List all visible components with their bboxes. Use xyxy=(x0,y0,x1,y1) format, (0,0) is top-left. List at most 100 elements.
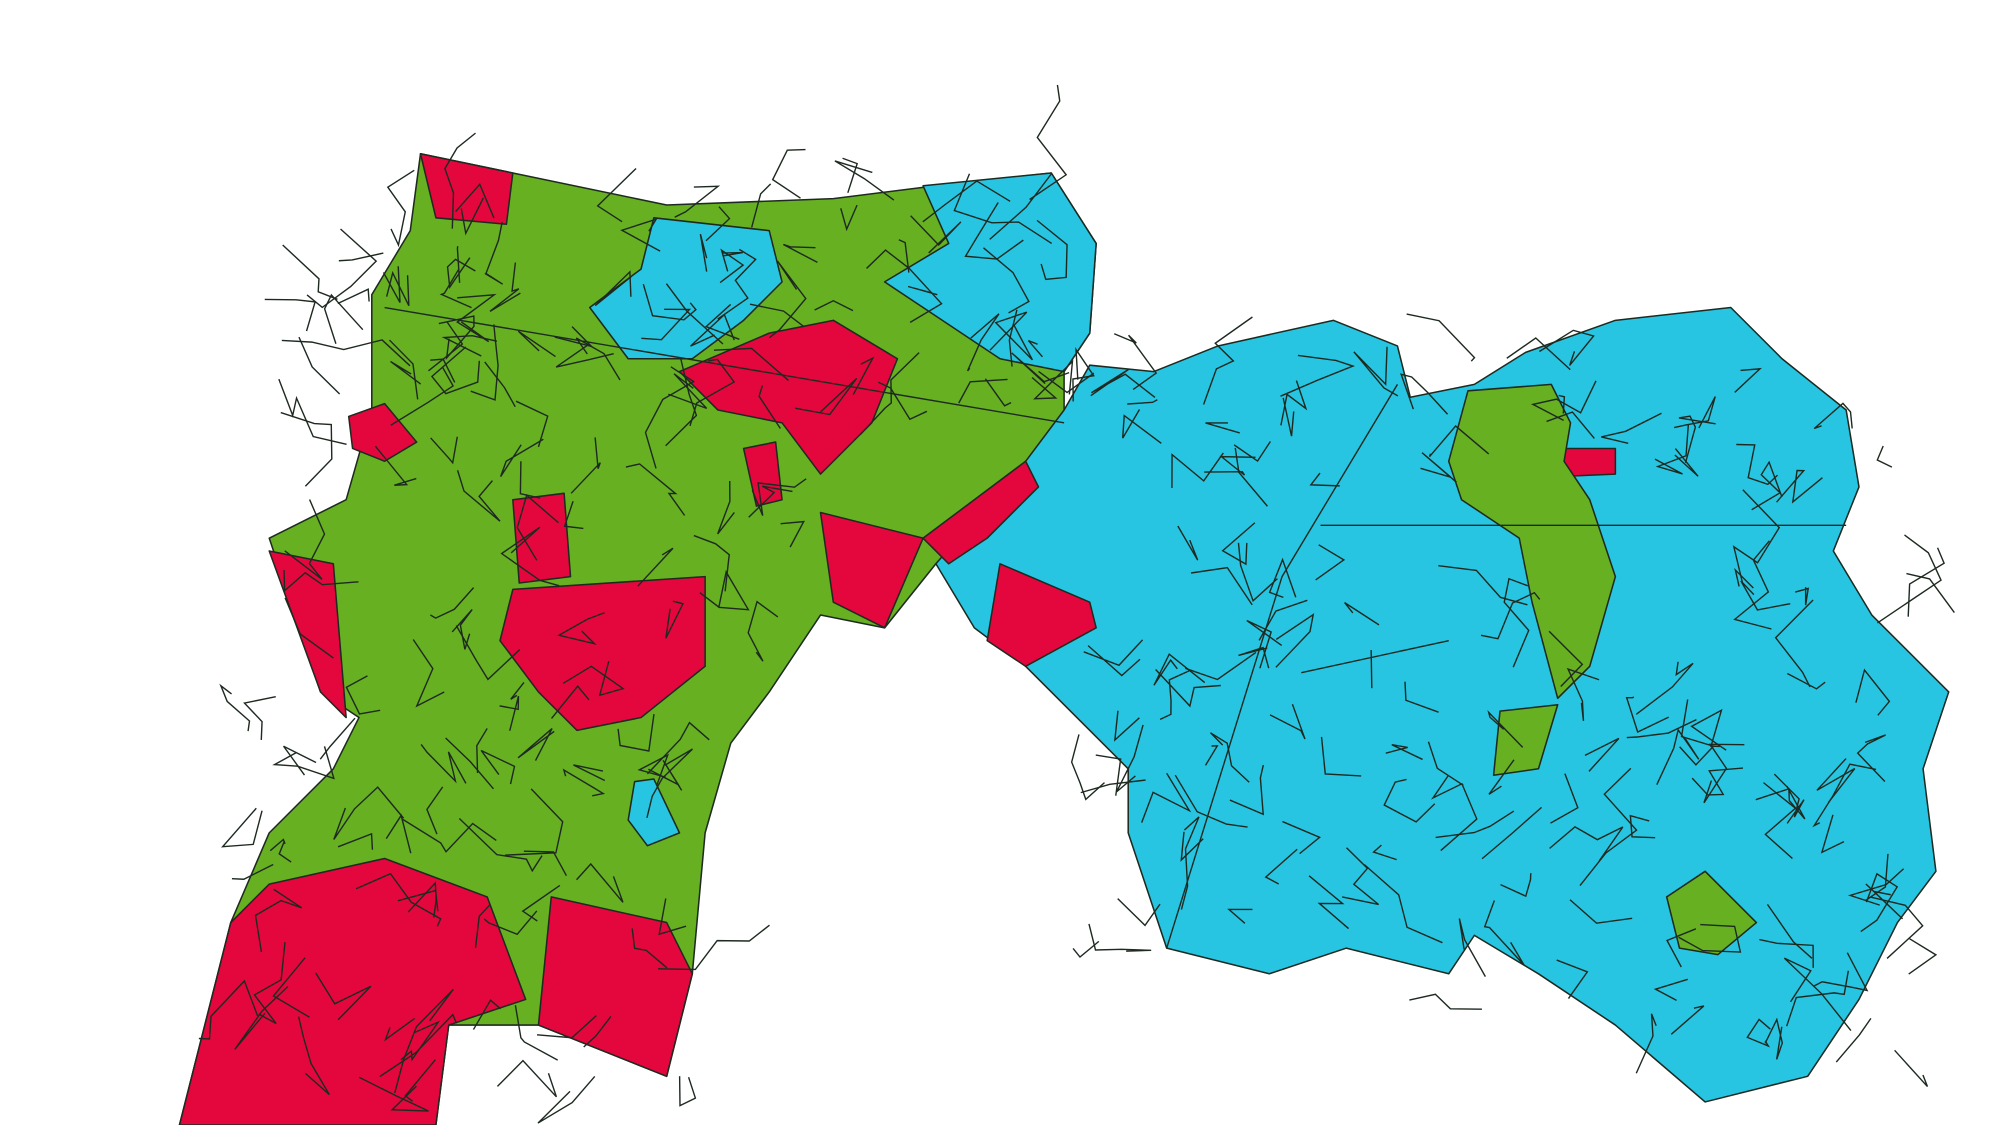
ward-boundary-line xyxy=(280,411,333,487)
ward-boundary-line xyxy=(484,221,504,285)
ward-boundary-line xyxy=(264,298,317,332)
ward-boundary-line xyxy=(834,160,895,201)
ward-boundary-line xyxy=(1153,653,1206,686)
ward-boundary-line xyxy=(470,324,499,401)
ward-boundary-line xyxy=(1409,993,1482,1010)
ward-boundary-line xyxy=(644,366,696,469)
ward-boundary-line xyxy=(699,233,708,272)
ward-boundary-line xyxy=(953,173,1053,245)
ward-boundary-line xyxy=(625,463,686,516)
south-west-red-region xyxy=(178,857,527,1125)
ward-boundary-line xyxy=(338,252,384,262)
ward-boundary-line xyxy=(1264,848,1298,885)
ward-boundary-line xyxy=(284,597,334,659)
ward-boundary-line xyxy=(1180,831,1204,862)
ward-boundary-line xyxy=(1503,577,1530,668)
ward-boundary-line xyxy=(382,266,401,303)
ward-boundary-line xyxy=(860,352,920,435)
ward-boundary-line xyxy=(1759,938,1814,968)
ward-boundary-line xyxy=(1774,599,1814,688)
ward-boundary-line xyxy=(1117,898,1161,927)
ward-boundary-line xyxy=(1556,959,1589,999)
ward-boundary-line xyxy=(1282,397,1295,437)
ward-boundary-line xyxy=(1674,448,1699,477)
ward-boundary-line xyxy=(404,1059,436,1102)
ward-boundary-line xyxy=(573,764,606,782)
ward-boundary-line xyxy=(1113,710,1140,742)
ward-boundary-line xyxy=(658,898,687,936)
ward-boundary-line xyxy=(1654,424,1690,475)
ward-boundary-line xyxy=(315,972,372,1021)
ward-boundary-line xyxy=(1458,918,1486,977)
ward-boundary-line xyxy=(345,675,381,715)
ward-boundary-line xyxy=(1487,709,1524,748)
ward-boundary-line xyxy=(1221,522,1256,566)
ward-boundary-line xyxy=(898,239,910,273)
ward-boundary-line xyxy=(668,373,708,410)
ward-boundary-line xyxy=(1601,412,1662,445)
ward-boundary-line xyxy=(428,320,464,372)
ward-boundary-line xyxy=(1733,540,1772,630)
ward-boundary-line xyxy=(576,862,624,903)
ward-boundary-line xyxy=(1155,669,1221,708)
ward-boundary-line xyxy=(1238,646,1270,669)
ward-boundary-line xyxy=(989,311,1034,361)
ward-boundary-line xyxy=(1481,806,1543,860)
ward-boundary-line xyxy=(254,888,303,953)
ward-boundary-line xyxy=(456,293,497,343)
ward-boundary-line xyxy=(306,228,378,309)
ward-boundary-line xyxy=(451,609,473,650)
ward-boundary-line xyxy=(1855,668,1891,716)
ward-boundary-line xyxy=(575,337,621,381)
ward-boundary-line xyxy=(1506,337,1571,371)
ward-boundary-line xyxy=(783,243,818,264)
ward-boundary-line xyxy=(1865,883,1904,920)
ward-boundary-line xyxy=(516,493,559,561)
ward-boundary-line xyxy=(394,988,454,1094)
ward-boundary-line xyxy=(771,148,806,199)
ward-boundary-line xyxy=(1342,847,1380,906)
ward-boundary-line xyxy=(476,728,488,774)
east-green-small-region xyxy=(1492,703,1559,776)
ward-boundary-line xyxy=(472,999,502,1030)
ward-boundary-line xyxy=(1363,864,1443,944)
ward-boundary-line xyxy=(1185,651,1257,681)
ward-boundary-line xyxy=(866,249,943,323)
ward-boundary-line xyxy=(1732,489,1781,584)
ward-boundary-line xyxy=(412,639,445,708)
ward-boundary-line xyxy=(1579,767,1638,886)
ward-boundary-line xyxy=(1113,333,1158,390)
ward-boundary-line xyxy=(1083,639,1144,667)
ward-boundary-line xyxy=(483,910,538,936)
ward-boundary-line xyxy=(510,681,525,700)
ward-boundary-line xyxy=(1546,411,1595,439)
ward-boundary-line xyxy=(583,1016,612,1048)
ward-boundary-line xyxy=(1558,394,1566,414)
ward-boundary-line xyxy=(1530,380,1597,422)
ward-boundary-line xyxy=(620,217,661,252)
ward-boundary-line xyxy=(1908,938,1938,975)
ward-boundary-line xyxy=(1080,779,1146,794)
ward-boundary-line xyxy=(1435,810,1515,839)
ward-boundary-line xyxy=(1635,661,1694,715)
ward-boundary-line xyxy=(1237,542,1278,603)
eastern-district-region xyxy=(935,306,1950,1103)
ward-boundary-line xyxy=(515,400,549,448)
ward-boundary-line xyxy=(456,246,461,283)
ward-boundary-line xyxy=(243,695,276,740)
ward-boundary-line xyxy=(1666,928,1697,968)
ward-boundary-line xyxy=(1626,718,1697,739)
ward-boundary-line xyxy=(1353,346,1399,397)
ward-boundary-line xyxy=(1673,396,1716,429)
north-west-red-region xyxy=(419,152,514,225)
ward-boundary-line xyxy=(814,299,854,312)
south-cyan-ward-region xyxy=(627,778,681,847)
ward-boundary-line xyxy=(646,721,710,775)
ward-boundary-line xyxy=(1229,764,1265,816)
ward-boundary-line xyxy=(1275,613,1315,668)
ward-boundary-line xyxy=(1746,1018,1771,1048)
ward-boundary-line xyxy=(460,197,484,236)
ward-boundary-line xyxy=(430,587,475,619)
ward-boundary-line xyxy=(1301,639,1449,674)
ward-boundary-line xyxy=(780,520,805,548)
